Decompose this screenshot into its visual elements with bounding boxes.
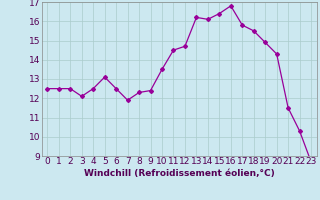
X-axis label: Windchill (Refroidissement éolien,°C): Windchill (Refroidissement éolien,°C) — [84, 169, 275, 178]
